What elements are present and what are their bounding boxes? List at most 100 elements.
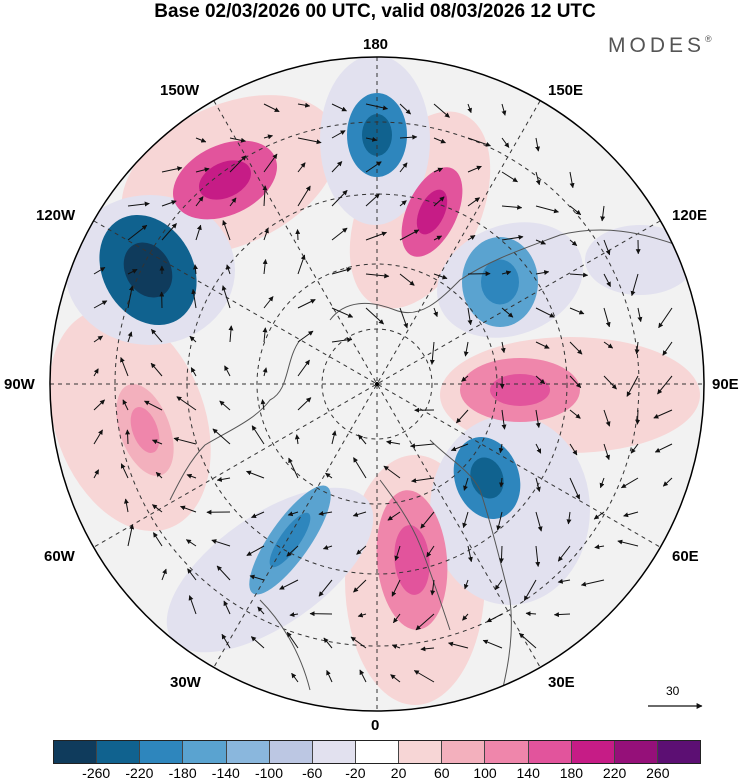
wind-vector [365, 161, 382, 173]
wind-vector [151, 329, 163, 343]
wind-vector [357, 612, 367, 618]
wind-vector [603, 375, 617, 390]
wind-vector [557, 578, 571, 584]
wind-vector [251, 425, 265, 445]
wind-vector [535, 341, 550, 349]
wind-vector [353, 579, 367, 593]
wind-vector [461, 375, 469, 382]
wind-reference-label: 30 [666, 684, 680, 698]
wind-vector [297, 330, 314, 343]
wind-vector [161, 568, 167, 581]
wind-vector [463, 579, 469, 590]
wind-vector [415, 613, 435, 631]
wind-vector [653, 409, 673, 419]
wind-vector [155, 472, 163, 479]
wind-vector [180, 505, 197, 513]
wind-vector [391, 579, 401, 597]
wind-vector [262, 259, 268, 275]
colorbar-tick-label: -20 [345, 765, 366, 781]
wind-vector [525, 611, 537, 617]
wind-vector [216, 476, 231, 482]
wind-vector [593, 511, 605, 520]
wind-vector [263, 153, 278, 173]
anomaly-core-pos-central-asia [490, 374, 550, 406]
colorbar-tick-label: 140 [516, 765, 540, 781]
wind-vector [216, 565, 231, 581]
wind-vector [263, 103, 280, 113]
wind-vector [501, 103, 507, 116]
wind-vector [486, 613, 503, 623]
wind-vector [297, 137, 322, 145]
wind-vector [569, 409, 581, 419]
wind-vector [297, 185, 311, 207]
colorbar-tick-label: 260 [646, 765, 670, 781]
wind-vector [637, 307, 643, 323]
wind-vector [152, 504, 163, 513]
wind-vector [318, 579, 333, 597]
lon-label-150w: 150W [160, 82, 200, 99]
wind-vector [420, 511, 435, 529]
wind-vector [657, 375, 673, 395]
wind-vector [390, 674, 401, 683]
lon-label-30w: 30W [170, 674, 201, 691]
wind-vector [662, 477, 673, 487]
wind-vector [569, 239, 578, 246]
wind-vector [569, 477, 580, 500]
wind-vector [352, 511, 367, 517]
anomaly-core-neg-bering [362, 114, 392, 156]
wind-vector [350, 636, 367, 649]
wind-vector [463, 341, 469, 357]
wind-vector [399, 103, 411, 115]
wind-vector [433, 103, 450, 118]
wind-vector [456, 409, 469, 424]
wind-vector [626, 375, 639, 397]
lon-label-120e: 120E [672, 207, 708, 224]
coastlines [169, 229, 691, 701]
colorbar-swatch [528, 741, 572, 763]
wind-vector [467, 234, 476, 241]
brand-mark: ® [705, 34, 712, 44]
wind-vector [260, 399, 266, 411]
wind-vector [286, 545, 299, 557]
wind-vector [386, 439, 401, 445]
wind-vector [501, 137, 510, 148]
colorbar-tick-label: 20 [390, 765, 407, 781]
wind-vector [325, 472, 333, 479]
map-border [49, 56, 705, 712]
wind-vector [501, 409, 507, 430]
wind-vector [287, 511, 299, 517]
wind-vector [93, 300, 108, 309]
wind-vector [246, 545, 265, 556]
wind-vector [326, 669, 333, 683]
colorbar-swatch [442, 741, 486, 763]
colorbar-swatch [399, 741, 443, 763]
wind-vector [430, 579, 436, 596]
wind-vector [365, 307, 384, 325]
wind-vector [462, 613, 469, 621]
wind-vector [535, 545, 541, 567]
wind-vector [186, 473, 197, 479]
anomaly-core-pos-north-pacific [199, 160, 251, 200]
wind-vector [399, 307, 409, 329]
wind-vector [494, 579, 503, 591]
wind-vector [467, 307, 473, 326]
wind-vector [185, 539, 197, 547]
colorbar-tick-label: 60 [434, 765, 450, 781]
colorbar-swatch [485, 741, 529, 763]
wind-vector [535, 205, 559, 214]
lon-label-60e: 60E [672, 548, 699, 565]
wind-vector [394, 545, 401, 561]
brand-name: MODES [608, 34, 706, 57]
colorbar-tick-label: -180 [168, 765, 197, 781]
wind-vector [535, 171, 541, 186]
wind-vector [433, 307, 438, 318]
wind-vector [433, 235, 443, 241]
wind-vector [499, 477, 504, 488]
wind-vector [387, 511, 401, 521]
colorbar-swatch [312, 741, 356, 763]
colorbar-swatch [140, 741, 184, 763]
wind-vector [246, 470, 265, 479]
wind-vector [286, 631, 299, 649]
wind-vector [535, 307, 555, 318]
wind-vector [617, 539, 639, 547]
